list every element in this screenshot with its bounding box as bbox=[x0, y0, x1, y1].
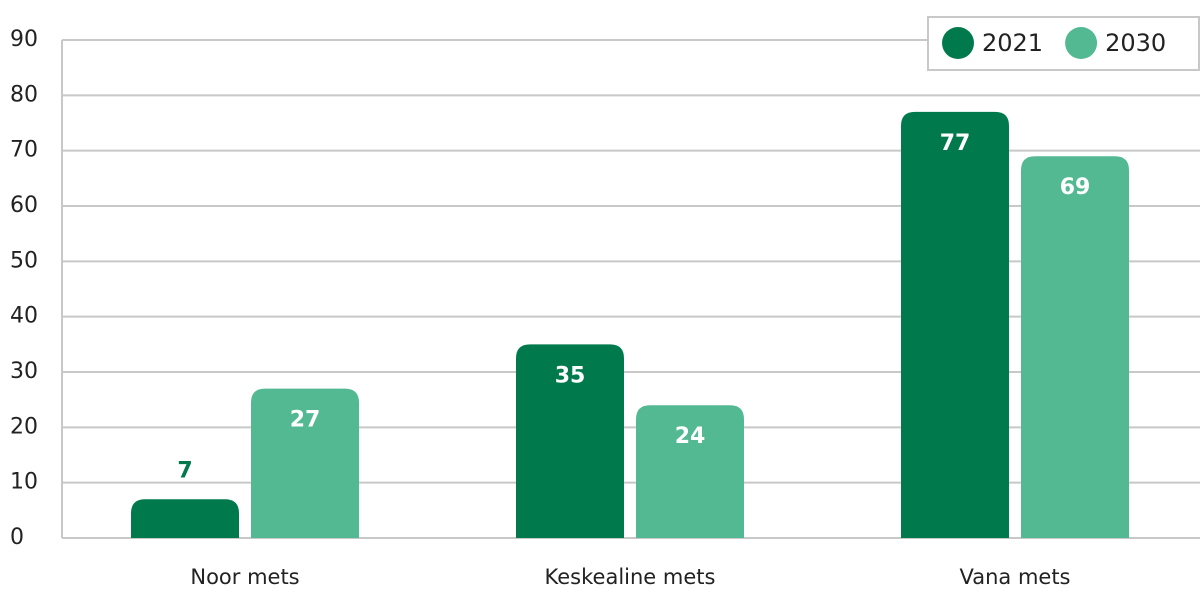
data-label: 7 bbox=[177, 458, 192, 483]
y-tick-label: 0 bbox=[10, 525, 24, 550]
bar bbox=[251, 388, 359, 538]
y-tick-label: 30 bbox=[10, 359, 38, 384]
x-tick-label: Vana mets bbox=[959, 565, 1070, 589]
legend-label: 2030 bbox=[1105, 29, 1166, 57]
bar bbox=[131, 499, 239, 538]
y-tick-label: 20 bbox=[10, 414, 38, 439]
y-tick-label: 70 bbox=[10, 138, 38, 163]
y-tick-label: 90 bbox=[10, 27, 38, 52]
x-tick-label: Keskealine mets bbox=[545, 565, 716, 589]
data-label: 69 bbox=[1060, 175, 1091, 200]
y-tick-label: 80 bbox=[10, 82, 38, 107]
data-label: 77 bbox=[940, 131, 971, 156]
legend-label: 2021 bbox=[982, 29, 1043, 57]
bar bbox=[516, 344, 624, 538]
bar bbox=[636, 405, 744, 538]
y-tick-label: 60 bbox=[10, 193, 38, 218]
y-tick-label: 10 bbox=[10, 470, 38, 495]
bar bbox=[1021, 156, 1129, 538]
y-tick-label: 40 bbox=[10, 304, 38, 329]
bar bbox=[901, 111, 1009, 538]
legend-swatch bbox=[1065, 27, 1098, 59]
legend-swatch bbox=[942, 27, 974, 59]
x-tick-label: Noor mets bbox=[190, 565, 299, 589]
y-tick-label: 50 bbox=[10, 248, 38, 273]
data-label: 27 bbox=[290, 408, 321, 433]
data-label: 35 bbox=[555, 363, 586, 388]
data-label: 24 bbox=[675, 424, 706, 449]
